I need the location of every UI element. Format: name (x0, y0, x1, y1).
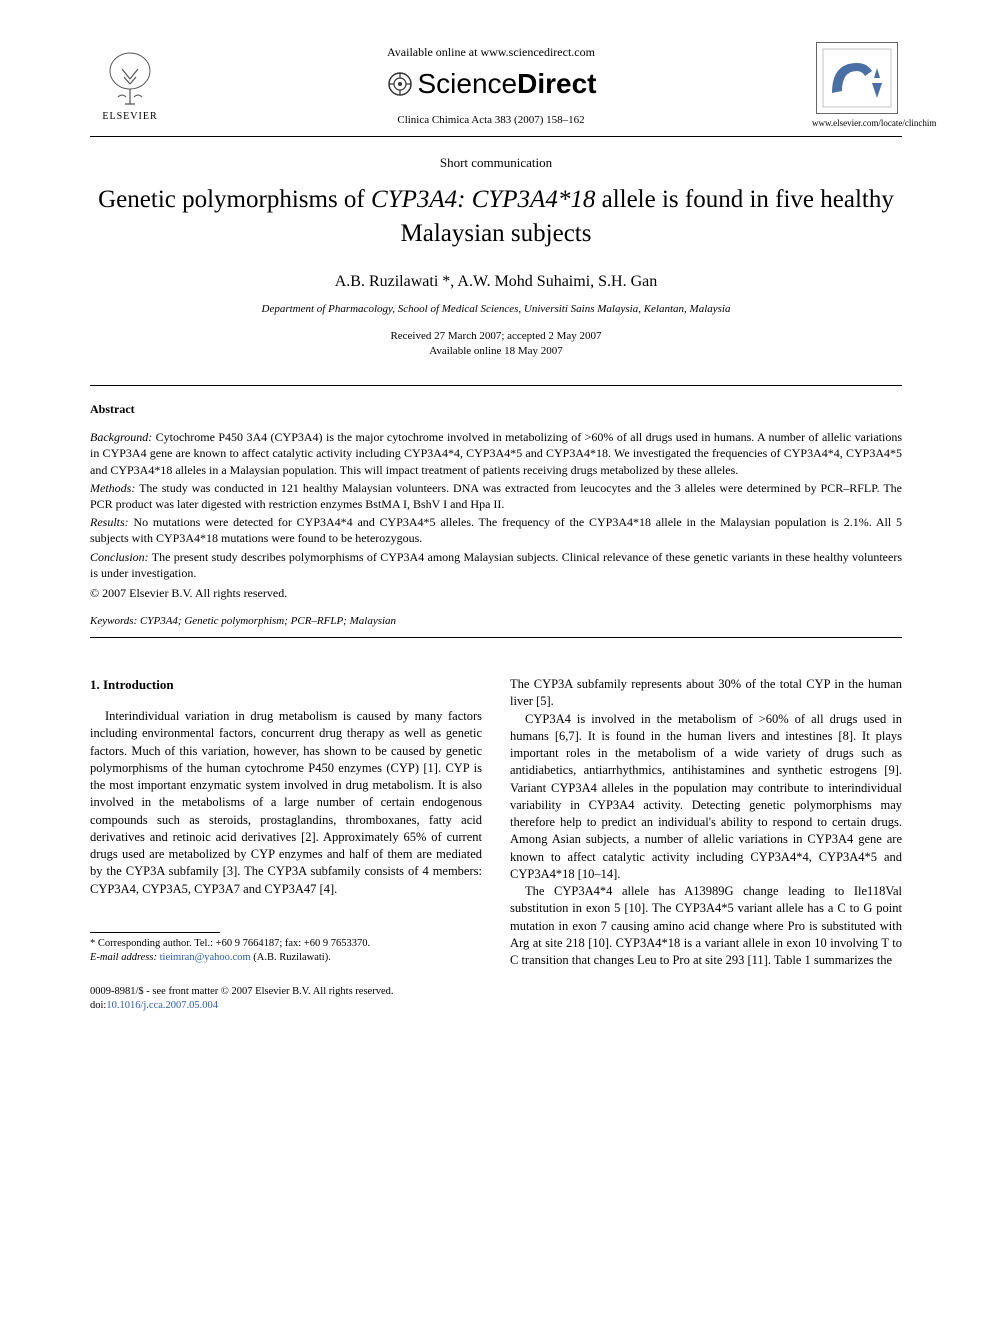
abstract-background-text: Cytochrome P450 3A4 (CYP3A4) is the majo… (90, 430, 902, 476)
bottom-meta: 0009-8981/$ - see front matter © 2007 El… (90, 985, 482, 1013)
doi-line: doi:10.1016/j.cca.2007.05.004 (90, 999, 482, 1013)
abstract-conclusion-label: Conclusion: (90, 550, 149, 564)
column-right: The CYP3A subfamily represents about 30%… (510, 676, 902, 1013)
sciencedirect-text: ScienceDirect (418, 68, 597, 100)
section-1-heading: 1. Introduction (90, 676, 482, 694)
article-type: Short communication (90, 155, 902, 171)
doi-label: doi: (90, 1000, 106, 1011)
title-pre: Genetic polymorphisms of (98, 186, 371, 213)
journal-reference: Clinica Chimica Acta 383 (2007) 158–162 (170, 114, 812, 126)
footnote-rule (90, 932, 220, 933)
abstract-text: Background: Cytochrome P450 3A4 (CYP3A4)… (90, 429, 902, 601)
column-left: 1. Introduction Interindividual variatio… (90, 676, 482, 1013)
issn-line: 0009-8981/$ - see front matter © 2007 El… (90, 985, 482, 999)
available-online-text: Available online at www.sciencedirect.co… (170, 45, 812, 60)
keywords-label: Keywords: (90, 615, 137, 627)
journal-logo-block: www.elsevier.com/locate/clinchim (812, 42, 902, 128)
email-line: E-mail address: tieimran@yahoo.com (A.B.… (90, 951, 482, 965)
body-columns: 1. Introduction Interindividual variatio… (90, 676, 902, 1013)
title-italic: CYP3A4: CYP3A4*18 (371, 186, 595, 213)
keywords-text: CYP3A4; Genetic polymorphism; PCR–RFLP; … (137, 615, 396, 627)
abstract-background-label: Background: (90, 430, 152, 444)
abstract-conclusion-text: The present study describes polymorphism… (90, 550, 902, 580)
sciencedirect-brand: ScienceDirect (170, 68, 812, 100)
elsevier-label: ELSEVIER (102, 111, 157, 122)
header-center: Available online at www.sciencedirect.co… (170, 45, 812, 126)
abstract-results-label: Results: (90, 515, 129, 529)
col1-paragraph-1: Interindividual variation in drug metabo… (90, 708, 482, 898)
abstract-heading: Abstract (90, 402, 902, 417)
abstract-methods-label: Methods: (90, 481, 135, 495)
journal-url: www.elsevier.com/locate/clinchim (812, 118, 902, 128)
col2-paragraph-1: The CYP3A subfamily represents about 30%… (510, 676, 902, 711)
col2-paragraph-2: CYP3A4 is involved in the metabolism of … (510, 711, 902, 884)
email-address[interactable]: tieimran@yahoo.com (160, 952, 251, 963)
email-label: E-mail address: (90, 952, 157, 963)
affiliation: Department of Pharmacology, School of Me… (90, 303, 902, 315)
abstract-top-rule (90, 385, 902, 386)
email-suffix: (A.B. Ruzilawati). (251, 952, 331, 963)
elsevier-tree-icon (100, 49, 160, 109)
doi-link[interactable]: 10.1016/j.cca.2007.05.004 (106, 1000, 218, 1011)
abstract-bottom-rule (90, 637, 902, 638)
available-date: Available online 18 May 2007 (90, 344, 902, 359)
corresponding-author: * Corresponding author. Tel.: +60 9 7664… (90, 937, 482, 951)
abstract-copyright: © 2007 Elsevier B.V. All rights reserved… (90, 585, 902, 601)
received-date: Received 27 March 2007; accepted 2 May 2… (90, 329, 902, 344)
elsevier-logo: ELSEVIER (90, 40, 170, 130)
header-rule (90, 136, 902, 137)
keywords-line: Keywords: CYP3A4; Genetic polymorphism; … (90, 615, 902, 627)
sciencedirect-icon (386, 70, 414, 98)
header-row: ELSEVIER Available online at www.science… (90, 40, 902, 130)
footnote-block: * Corresponding author. Tel.: +60 9 7664… (90, 937, 482, 965)
col2-paragraph-3: The CYP3A4*4 allele has A13989G change l… (510, 883, 902, 969)
page: ELSEVIER Available online at www.science… (0, 0, 992, 1054)
article-dates: Received 27 March 2007; accepted 2 May 2… (90, 329, 902, 360)
sd-prefix: Science (418, 68, 518, 99)
abstract-results-text: No mutations were detected for CYP3A4*4 … (90, 515, 902, 545)
journal-logo-icon (816, 42, 898, 114)
authors: A.B. Ruzilawati *, A.W. Mohd Suhaimi, S.… (90, 273, 902, 291)
abstract-methods-text: The study was conducted in 121 healthy M… (90, 481, 902, 511)
abstract-block: Abstract Background: Cytochrome P450 3A4… (90, 402, 902, 601)
article-title: Genetic polymorphisms of CYP3A4: CYP3A4*… (90, 183, 902, 251)
sd-suffix: Direct (517, 68, 596, 99)
